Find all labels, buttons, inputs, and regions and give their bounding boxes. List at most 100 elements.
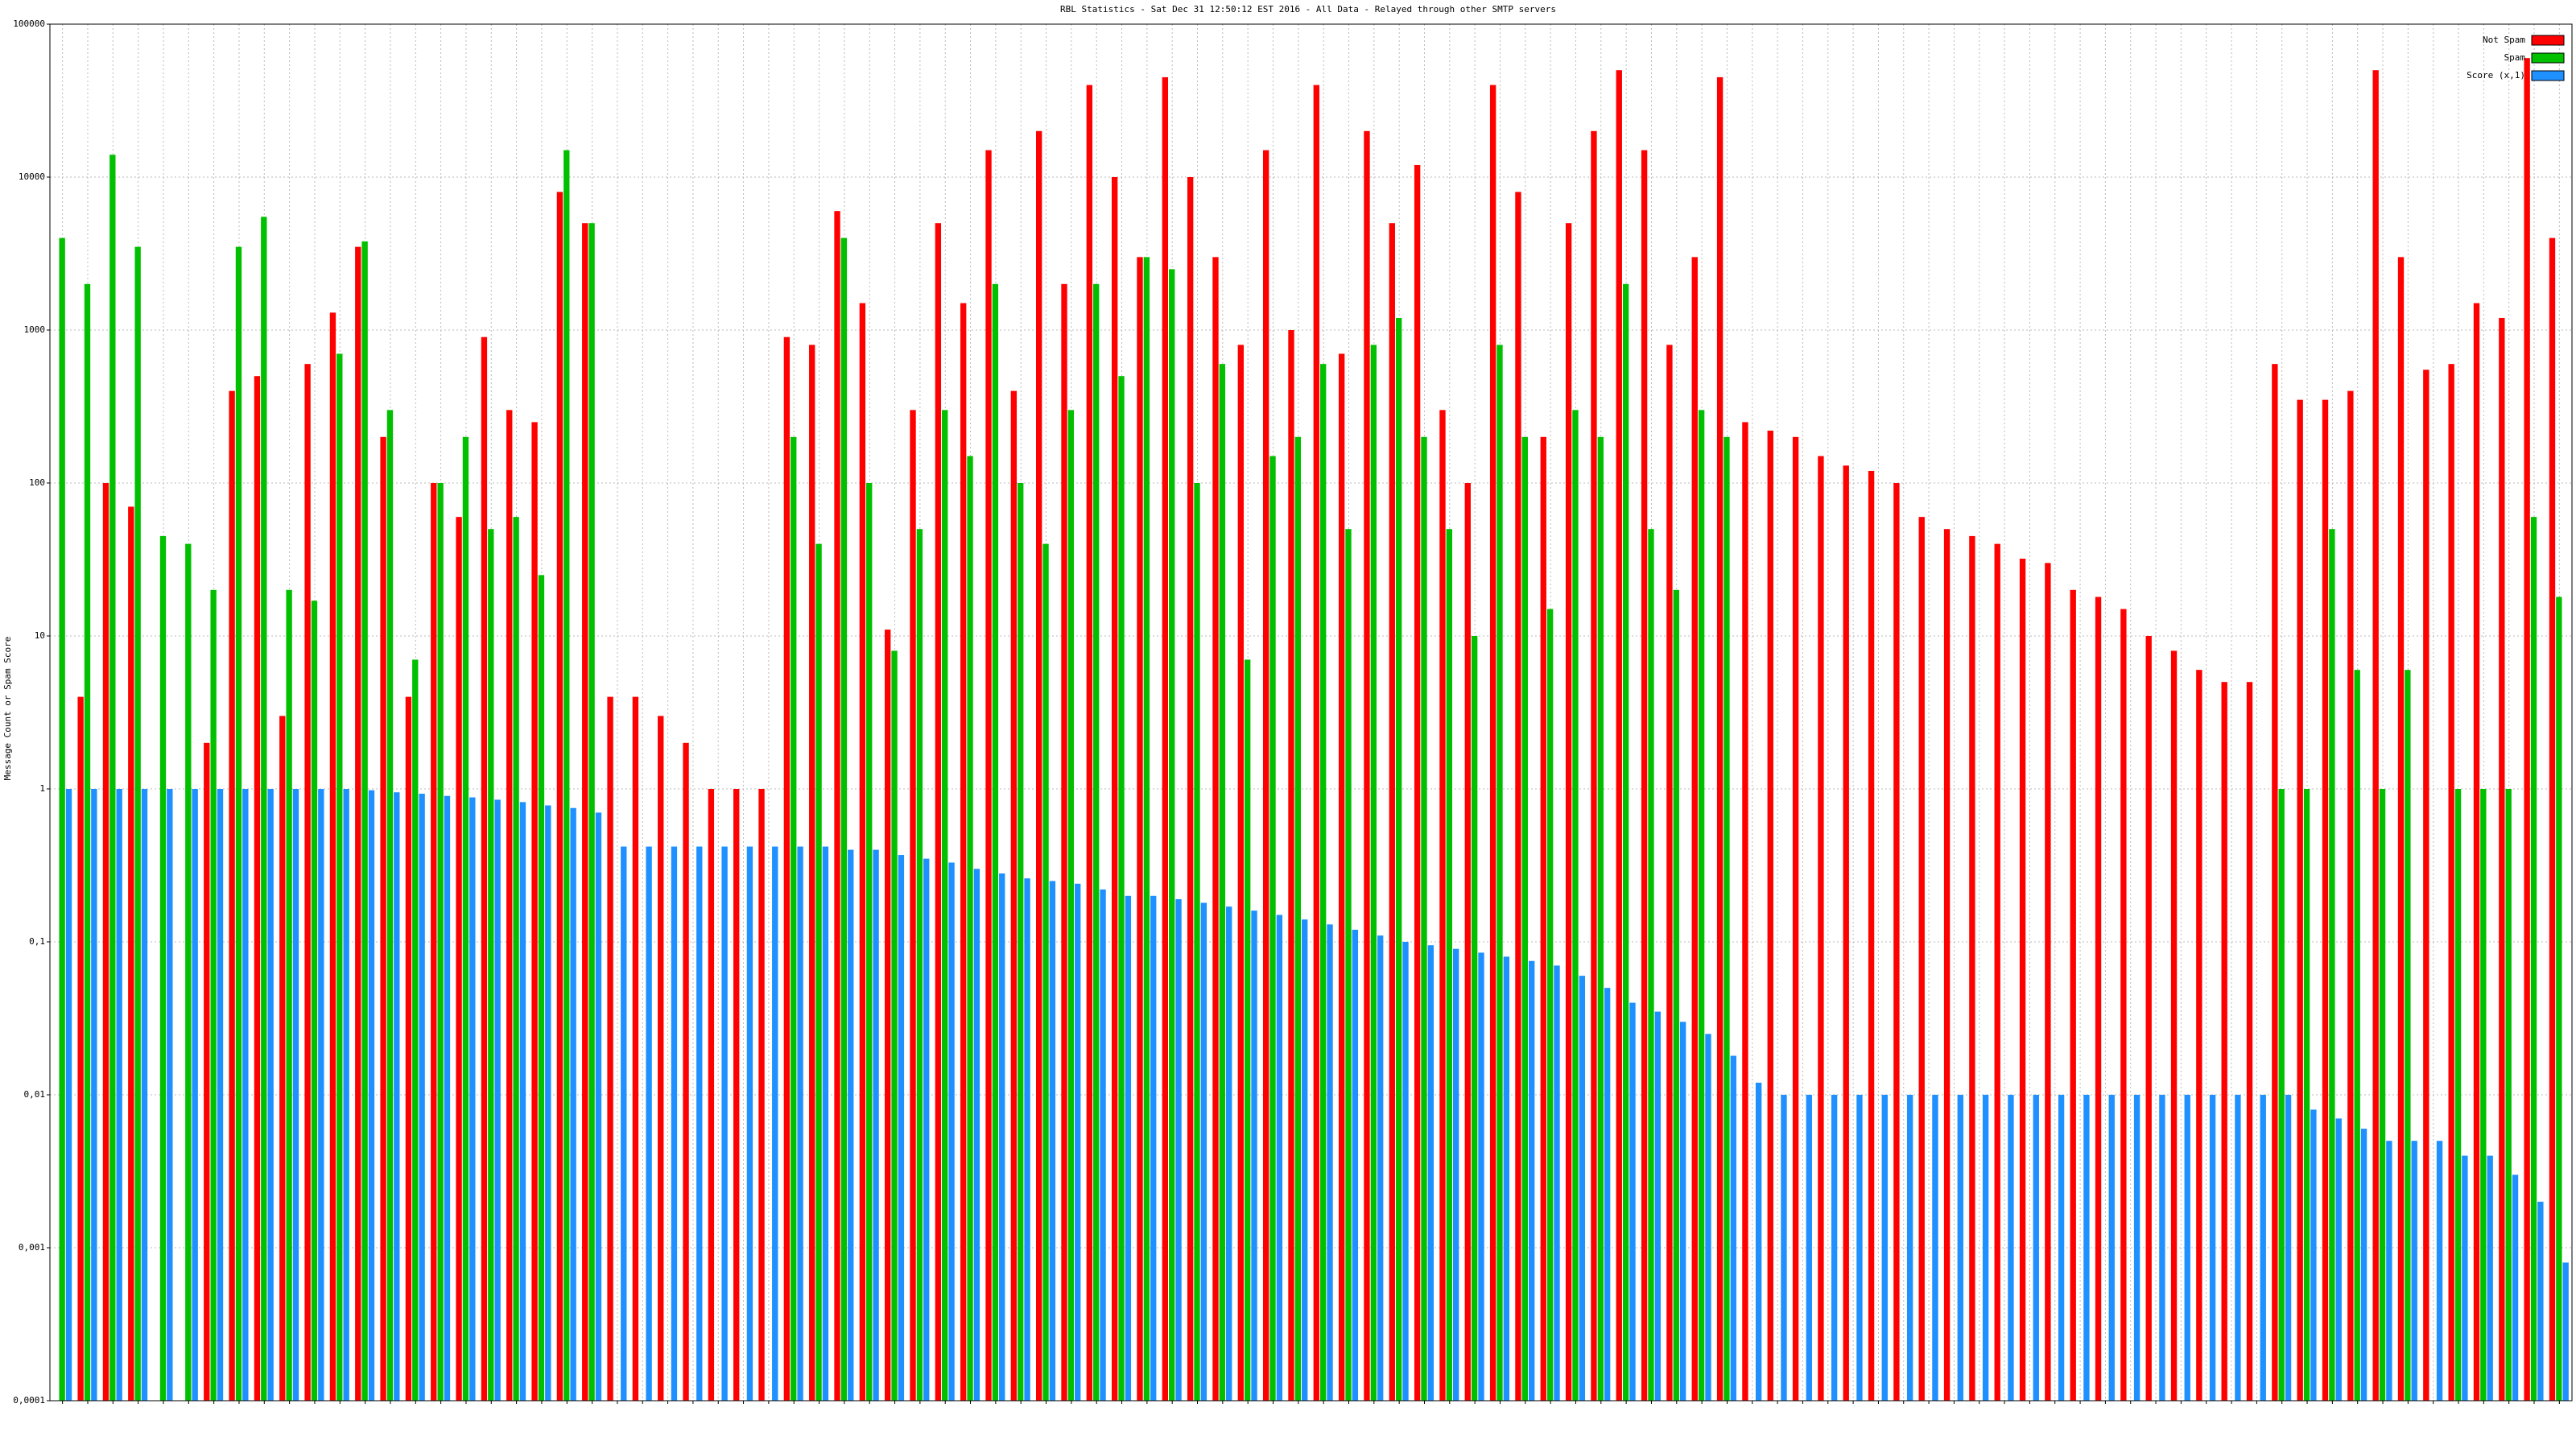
bar: [2524, 58, 2530, 1402]
bar: [102, 483, 109, 1401]
bar: [1471, 636, 1478, 1401]
bar: [65, 789, 72, 1401]
bar: [394, 792, 400, 1401]
bar: [1856, 1095, 1863, 1401]
bar: [1075, 883, 1081, 1401]
bar: [797, 846, 803, 1401]
bar: [2272, 364, 2278, 1402]
bar: [2512, 1174, 2519, 1401]
bar: [2462, 1155, 2468, 1401]
bar: [1288, 330, 1294, 1401]
bar: [1086, 85, 1093, 1401]
bar: [1169, 269, 1175, 1402]
y-tick-label: 0,1: [29, 936, 45, 947]
bar: [2221, 682, 2227, 1401]
bar: [1818, 456, 1824, 1401]
bar: [1654, 1011, 1661, 1401]
bar: [1546, 609, 1554, 1401]
bar: [866, 483, 873, 1401]
bar: [1540, 436, 1546, 1401]
bar: [405, 696, 412, 1401]
bar: [481, 336, 488, 1402]
bar: [254, 376, 261, 1402]
bar: [809, 345, 815, 1402]
bar: [910, 410, 916, 1402]
bar: [167, 789, 173, 1401]
bar: [2196, 670, 2202, 1401]
bar: [1212, 257, 1219, 1402]
y-tick-label: 0,0001: [13, 1395, 45, 1406]
bar: [1251, 910, 1257, 1401]
legend-label: Spam: [2504, 52, 2526, 63]
bar: [1755, 1082, 1762, 1401]
bar: [261, 217, 267, 1402]
bar: [538, 575, 545, 1402]
bar: [444, 795, 451, 1401]
bar: [2537, 1201, 2544, 1401]
bar: [2145, 636, 2152, 1401]
bar: [1150, 895, 1157, 1401]
bar: [1932, 1095, 1938, 1401]
bar: [185, 543, 192, 1401]
bar: [1061, 283, 1067, 1401]
bar: [437, 483, 444, 1401]
bar: [2159, 1095, 2165, 1401]
bar: [834, 211, 840, 1402]
bar: [1276, 914, 1283, 1401]
bar: [2120, 609, 2127, 1401]
bar: [545, 805, 551, 1401]
bar: [2278, 789, 2285, 1401]
bar: [1352, 929, 1359, 1401]
legend-swatch: [2531, 70, 2565, 81]
bar: [1319, 364, 1327, 1402]
bar: [2235, 1095, 2241, 1401]
bar: [848, 849, 854, 1401]
bar: [942, 410, 948, 1402]
bar: [59, 237, 65, 1401]
bar: [361, 241, 368, 1402]
bar: [318, 789, 324, 1401]
bar: [1792, 436, 1799, 1401]
bar: [488, 529, 494, 1401]
bar: [1565, 223, 1572, 1402]
legend-label: Score (x,1): [2467, 70, 2525, 80]
bar: [1111, 177, 1118, 1401]
bar: [1313, 85, 1319, 1401]
bar: [2285, 1095, 2292, 1401]
bar: [1666, 345, 1673, 1402]
bar: [859, 303, 866, 1401]
bar: [556, 192, 564, 1402]
bar: [1018, 483, 1024, 1401]
bar: [973, 869, 980, 1401]
bar: [2260, 1095, 2266, 1401]
bar: [1427, 945, 1435, 1401]
bar: [109, 155, 116, 1401]
bar: [431, 483, 437, 1401]
bar: [336, 353, 343, 1401]
bar: [2322, 399, 2329, 1401]
bar: [494, 799, 501, 1401]
bar: [607, 696, 613, 1401]
bar: [1994, 543, 2000, 1401]
bar: [923, 858, 930, 1401]
bar: [1269, 456, 1276, 1401]
bar: [116, 789, 122, 1401]
bar: [2083, 1095, 2090, 1401]
bar: [1673, 589, 1679, 1401]
bar: [1868, 470, 1875, 1401]
bar: [2372, 70, 2379, 1402]
bar: [304, 364, 311, 1402]
bar: [1496, 345, 1503, 1402]
bar: [1194, 483, 1200, 1401]
bar: [1439, 410, 1446, 1402]
bar: [2505, 789, 2512, 1401]
bar: [1806, 1095, 1812, 1401]
bar: [2454, 789, 2462, 1401]
bar: [519, 802, 526, 1401]
bar: [1554, 965, 1560, 1401]
bar: [1969, 535, 1975, 1401]
bar: [292, 789, 299, 1401]
bar: [2045, 563, 2051, 1402]
legend-swatch: [2531, 52, 2565, 64]
bar: [967, 456, 973, 1401]
